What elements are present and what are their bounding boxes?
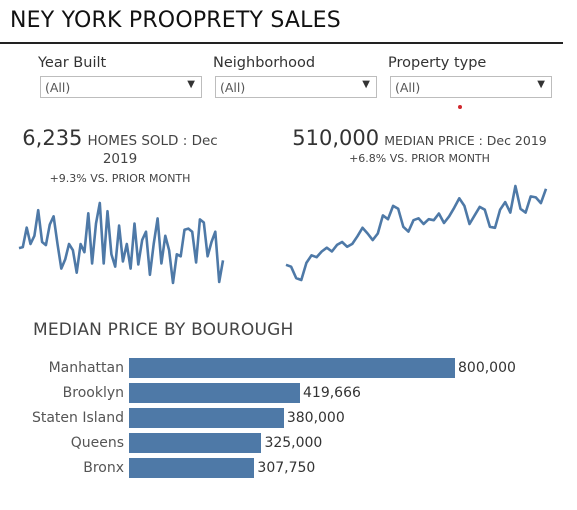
homes-sold-period: 2019 — [102, 151, 138, 167]
median-price-value: 510,000 — [292, 126, 380, 150]
kpi-median-price: 510,000 MEDIAN PRICE : Dec 2019 +6.8% VS… — [282, 126, 557, 165]
chevron-down-icon: ▼ — [362, 79, 370, 90]
median-price-unit: MEDIAN PRICE : Dec 2019 — [384, 133, 547, 148]
year-built-dropdown[interactable]: (All) ▼ — [40, 76, 202, 98]
bar — [129, 458, 255, 478]
bar-category-label: Brooklyn — [62, 385, 124, 401]
title-divider — [0, 42, 563, 44]
bar-category-label: Staten Island — [31, 410, 124, 426]
bar-value-label: 307,750 — [257, 460, 316, 476]
homes-sold-change: +9.3% VS. PRIOR MONTH — [49, 172, 191, 185]
bar-row: Bronx 307,750 — [0, 458, 577, 478]
year-built-value: (All) — [45, 80, 71, 95]
filter-neighborhood-label: Neighborhood — [213, 55, 316, 71]
filter-year-built-label: Year Built — [38, 55, 107, 71]
bar-chart-title: MEDIAN PRICE BY BOUROUGH — [33, 320, 294, 340]
status-dot — [458, 105, 462, 109]
homes-sold-unit: HOMES SOLD : Dec — [87, 133, 218, 149]
bar-value-label: 419,666 — [303, 385, 361, 401]
property-type-dropdown[interactable]: (All) ▼ — [390, 76, 552, 98]
property-type-value: (All) — [395, 80, 421, 95]
chevron-down-icon: ▼ — [537, 79, 545, 90]
filter-property-type: Property type (All) ▼ — [388, 54, 552, 98]
homes-sold-value: 6,235 — [22, 126, 83, 150]
homes-sold-sparkline — [18, 201, 225, 285]
bar-value-label: 380,000 — [286, 410, 345, 426]
filter-property-type-label: Property type — [388, 55, 487, 71]
neighborhood-dropdown[interactable]: (All) ▼ — [215, 76, 377, 98]
chevron-down-icon: ▼ — [187, 79, 195, 90]
kpi-homes-sold: 6,235 HOMES SOLD : Dec 2019 +9.3% VS. PR… — [10, 126, 230, 185]
median-price-sparkline — [285, 184, 548, 282]
neighborhood-value: (All) — [220, 80, 246, 95]
bar-row: Manhattan 800,000 — [0, 358, 577, 378]
bar-category-label: Queens — [70, 435, 124, 451]
median-price-line — [285, 184, 548, 282]
bar-value-label: 800,000 — [458, 360, 516, 376]
dashboard-title: NEY YORK PROOPRETY SALES — [10, 8, 341, 33]
bar-category-label: Bronx — [83, 460, 124, 476]
bar-category-label: Manhattan — [48, 360, 124, 376]
bar — [129, 358, 455, 378]
bar-value-label: 325,000 — [264, 435, 323, 451]
homes-sold-line — [18, 201, 225, 285]
bar-row: Brooklyn 419,666 — [0, 383, 577, 403]
filter-neighborhood: Neighborhood (All) ▼ — [213, 54, 377, 98]
filter-year-built: Year Built (All) ▼ — [38, 54, 202, 98]
bar — [129, 433, 262, 453]
bar-row: Staten Island 380,000 — [0, 408, 577, 428]
bar — [129, 408, 284, 428]
median-price-change: +6.8% VS. PRIOR MONTH — [349, 152, 490, 165]
bar-row: Queens 325,000 — [0, 433, 577, 453]
bar — [129, 383, 300, 403]
